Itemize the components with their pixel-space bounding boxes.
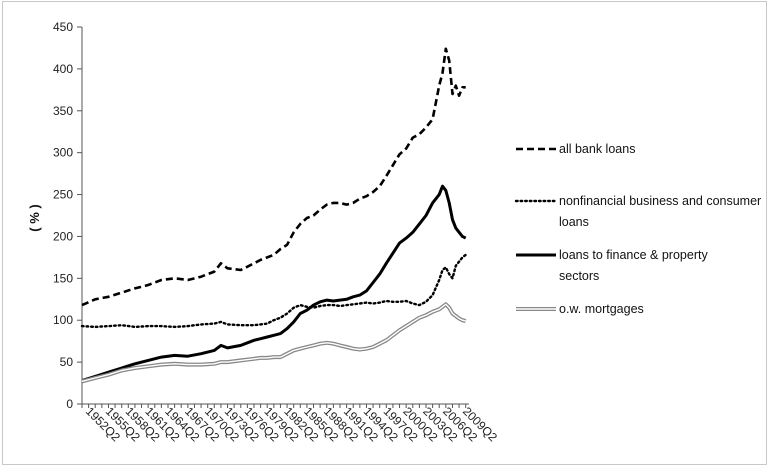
y-tick-label: 0 xyxy=(66,397,73,411)
y-tick-label: 200 xyxy=(53,229,73,243)
series-line-2 xyxy=(80,253,467,329)
series-line-3 xyxy=(81,184,467,382)
axes: 0 50 100 150 200 250 300 350 400 450 1952Q21955Q2… xyxy=(27,20,500,445)
series-layer xyxy=(80,47,467,384)
y-tick-label: 450 xyxy=(53,20,73,34)
legend-label-2: nonfinancial business and consumer loans xyxy=(559,194,761,229)
line-chart: 0 50 100 150 200 250 300 350 400 450 1952Q21955Q2… xyxy=(27,20,761,445)
y-tick-label: 350 xyxy=(53,104,73,118)
series-line-4 xyxy=(81,302,467,384)
legend: all bank loans nonfinancial business and … xyxy=(514,142,761,316)
series-line-4-inner xyxy=(81,303,466,383)
y-tick-label: 300 xyxy=(53,146,73,160)
series-line-1 xyxy=(81,47,466,307)
y-tick-label: 100 xyxy=(53,313,73,327)
y-tick-label: 150 xyxy=(53,271,73,285)
legend-label-1: all bank loans xyxy=(559,142,635,156)
legend-label-4: o.w. mortgages xyxy=(559,302,644,316)
y-ticks: 0 50 100 150 200 250 300 350 400 450 xyxy=(53,20,82,411)
y-tick-label: 400 xyxy=(53,62,73,76)
y-tick-label: 50 xyxy=(60,355,74,369)
x-ticks: 1952Q21955Q21958Q21961Q21964Q21967Q21970… xyxy=(81,404,500,445)
y-axis-label: ( % ) xyxy=(27,204,42,231)
legend-label-3: loans to finance & property sectors xyxy=(559,248,708,283)
y-tick-label: 250 xyxy=(53,188,73,202)
